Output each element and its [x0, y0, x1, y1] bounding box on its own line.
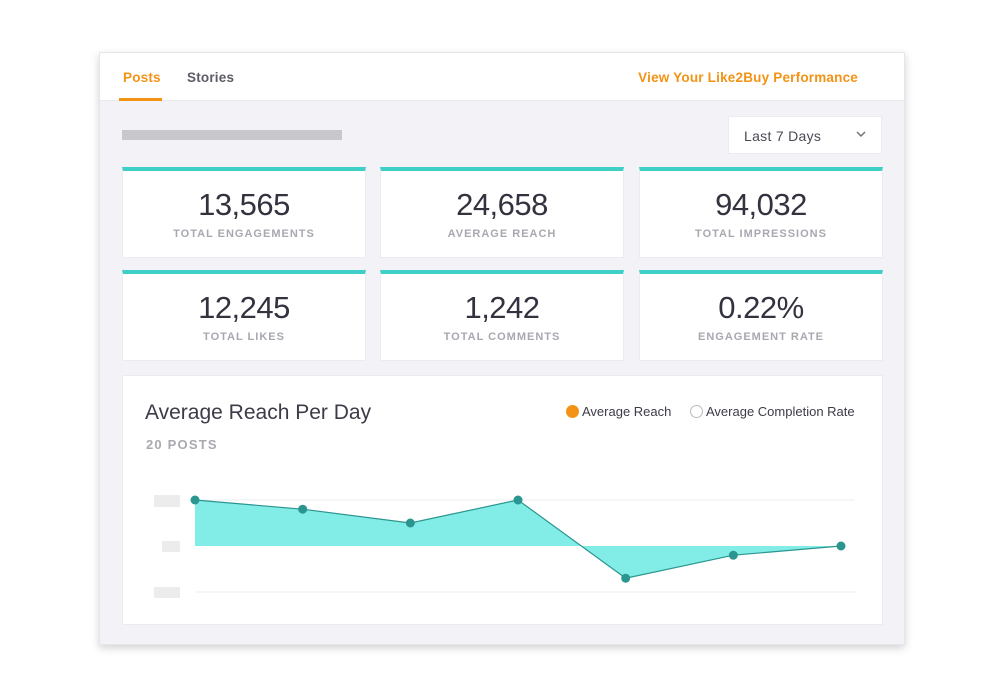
metric-card-total-likes: 12,245 TOTAL LIKES	[122, 270, 366, 361]
metric-card-total-engagements: 13,565 TOTAL ENGAGEMENTS	[122, 167, 366, 258]
y-tick-placeholder-0	[154, 495, 180, 507]
reach-chart-card: Average Reach Per Day 20 POSTS Average R…	[122, 375, 883, 625]
metric-card-engagement-rate: 0.22% ENGAGEMENT RATE	[639, 270, 883, 361]
metric-label: TOTAL ENGAGEMENTS	[173, 228, 315, 240]
like2buy-performance-link[interactable]: View Your Like2Buy Performance	[638, 70, 858, 85]
metric-card-total-comments: 1,242 TOTAL COMMENTS	[380, 270, 624, 361]
metric-label: TOTAL COMMENTS	[443, 331, 561, 343]
metric-value: 1,242	[464, 290, 540, 325]
metric-label: TOTAL IMPRESSIONS	[695, 228, 827, 240]
chart-title: Average Reach Per Day	[145, 401, 372, 424]
data-point-4	[513, 495, 523, 505]
metric-label: TOTAL LIKES	[203, 331, 285, 343]
metric-label: ENGAGEMENT RATE	[697, 331, 825, 343]
data-point-2	[298, 504, 308, 514]
metric-card-total-impressions: 94,032 TOTAL IMPRESSIONS	[639, 167, 883, 258]
legend-label: Average Completion Rate	[706, 404, 855, 419]
data-point-7	[836, 541, 846, 551]
metric-label: AVERAGE REACH	[447, 228, 557, 240]
analytics-panel: Posts Stories View Your Like2Buy Perform…	[99, 52, 905, 645]
loading-title-placeholder	[122, 130, 342, 140]
metric-value: 13,565	[198, 187, 290, 222]
reach-area-fill	[195, 500, 841, 579]
legend-hollow-dot-icon	[690, 405, 703, 418]
reach-area-chart	[154, 495, 855, 598]
tab-bar: Posts Stories View Your Like2Buy Perform…	[100, 53, 904, 101]
legend-filled-dot-icon	[566, 405, 579, 418]
y-tick-placeholder-1	[162, 541, 180, 552]
metric-value: 0.22%	[718, 290, 804, 325]
tab-posts[interactable]: Posts	[123, 70, 161, 85]
chart-subtitle: 20 POSTS	[146, 437, 218, 452]
metric-value: 24,658	[456, 187, 548, 222]
date-range-dropdown[interactable]: Last 7 Days	[728, 116, 882, 154]
data-point-1	[190, 495, 200, 505]
data-point-6	[728, 550, 738, 560]
y-tick-placeholder-2	[154, 587, 180, 598]
metric-value: 12,245	[198, 290, 290, 325]
metric-value: 94,032	[715, 187, 807, 222]
active-tab-indicator	[119, 98, 162, 101]
legend-label: Average Reach	[582, 404, 672, 419]
tab-stories[interactable]: Stories	[187, 70, 235, 85]
date-range-value: Last 7 Days	[744, 128, 822, 144]
data-point-5	[621, 573, 631, 583]
metric-card-average-reach: 24,658 AVERAGE REACH	[380, 167, 624, 258]
data-point-3	[405, 518, 415, 528]
chevron-down-icon	[856, 131, 866, 137]
